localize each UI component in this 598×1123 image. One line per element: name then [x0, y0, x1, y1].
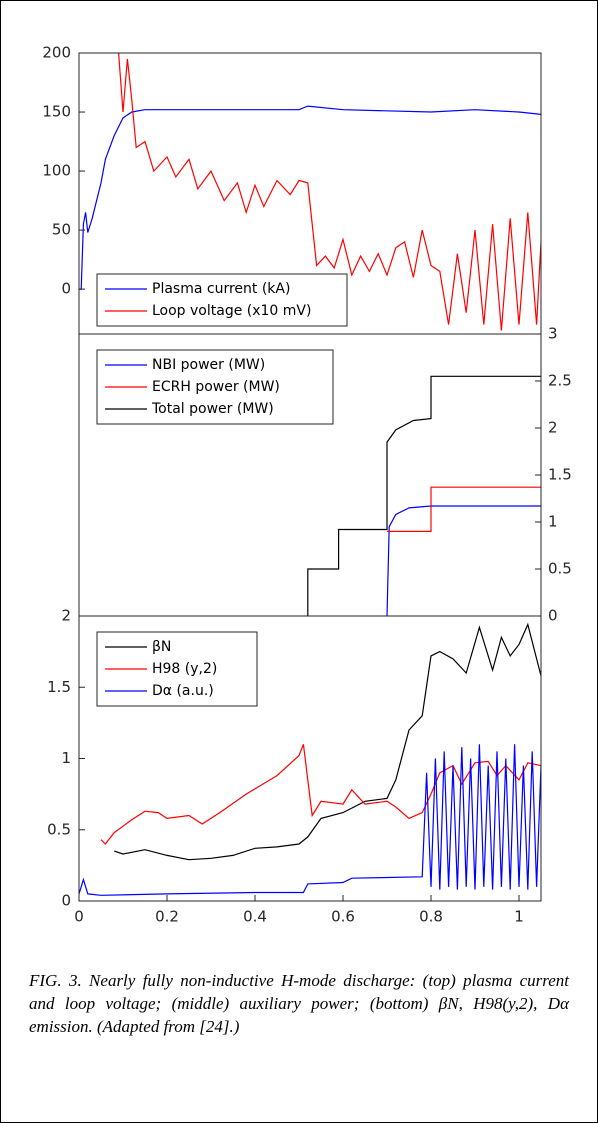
- x-tick-label: 1: [514, 908, 524, 926]
- y-tick-label: 0.5: [548, 560, 572, 578]
- series-line: [79, 744, 541, 896]
- legend-label: Total power (MW): [151, 401, 274, 417]
- legend-label: Loop voltage (x10 mV): [152, 303, 311, 319]
- plot-area: [307, 375, 541, 616]
- y-tick-label: 3: [548, 325, 558, 343]
- series-line: [114, 622, 541, 861]
- caption: FIG. 3. Nearly fully non-inductive H-mod…: [29, 971, 569, 1036]
- y-tick-label: 50: [52, 221, 71, 239]
- y-tick-label: 1.5: [548, 466, 572, 484]
- series-line: [387, 486, 541, 532]
- x-axis-label: Time (s): [276, 931, 342, 932]
- y-tick-label: 1: [548, 513, 558, 531]
- legend-box: [96, 273, 348, 327]
- legend-label: NBI power (MW): [152, 357, 265, 373]
- x-tick-label: 0: [74, 908, 84, 926]
- y-tick-label: 2: [61, 607, 71, 625]
- y-tick-label: 0: [61, 892, 71, 910]
- y-tick-label: 2: [548, 419, 558, 437]
- series-line: [118, 53, 541, 331]
- legend-label: Dα (a.u.): [152, 683, 214, 699]
- y-tick-label: 150: [42, 103, 71, 121]
- y-tick-label: 0.5: [47, 820, 71, 838]
- series-line: [307, 375, 541, 616]
- x-tick-label: 0.6: [331, 908, 355, 926]
- legend-label: βN: [152, 639, 171, 655]
- legend-label: Plasma current (kA): [152, 281, 290, 297]
- y-tick-label: 0: [548, 607, 558, 625]
- x-tick-label: 0.8: [419, 908, 443, 926]
- series-line: [386, 505, 541, 616]
- plot-area: [79, 622, 541, 896]
- legend-label: H98 (y,2): [152, 661, 217, 677]
- series-line: [79, 105, 541, 290]
- x-tick-label: 0.2: [155, 908, 179, 926]
- plot-area: [79, 53, 541, 331]
- series-line: [100, 744, 541, 845]
- y-tick-label: 1: [61, 749, 71, 767]
- x-tick-label: 0.4: [243, 908, 267, 926]
- y-tick-label: 200: [42, 44, 71, 62]
- y-tick-label: 1.5: [47, 678, 71, 696]
- y-tick-label: 2.5: [548, 372, 572, 390]
- y-tick-label: 0: [61, 280, 71, 298]
- y-tick-label: 100: [42, 162, 71, 180]
- legend-label: ECRH power (MW): [152, 379, 280, 395]
